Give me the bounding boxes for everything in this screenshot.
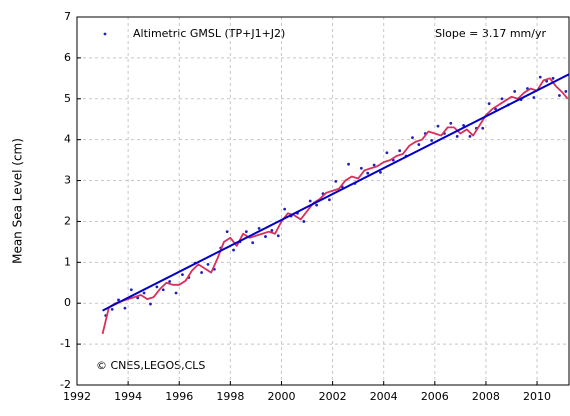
y-tick-label: 1 — [64, 255, 71, 268]
data-point — [225, 230, 229, 234]
data-point — [430, 139, 434, 142]
copyright: © CNES,LEGOS,CLS — [96, 359, 205, 372]
data-point — [302, 220, 306, 223]
data-point — [270, 229, 274, 232]
data-point — [174, 291, 178, 295]
data-point — [276, 234, 280, 238]
data-point — [181, 273, 184, 276]
data-point — [417, 143, 421, 146]
data-point — [487, 102, 491, 106]
data-point — [308, 199, 312, 203]
data-point — [532, 96, 536, 99]
data-point — [462, 123, 465, 127]
data-point — [449, 121, 453, 125]
data-point — [155, 285, 159, 289]
legend-marker — [103, 32, 107, 36]
data-point — [379, 170, 382, 174]
y-tick-label: 4 — [64, 133, 71, 146]
y-tick-label: 6 — [64, 51, 71, 64]
data-point — [366, 171, 370, 175]
legend-label: Altimetric GMSL (TP+J1+J2) — [133, 27, 285, 40]
data-point — [200, 271, 203, 274]
data-point — [129, 288, 133, 292]
data-point — [500, 97, 504, 101]
x-tick-label: 2002 — [319, 390, 347, 403]
data-point — [149, 302, 152, 306]
data-point — [264, 235, 267, 238]
data-point — [283, 207, 287, 211]
x-tick-label: 2000 — [267, 390, 295, 403]
data-point — [513, 90, 517, 93]
data-point — [168, 280, 172, 283]
y-tick-label: 3 — [64, 174, 71, 187]
data-point — [232, 248, 235, 252]
x-tick-label: 2008 — [472, 390, 500, 403]
data-point — [117, 298, 120, 302]
data-point — [327, 198, 331, 202]
data-point — [206, 262, 210, 266]
y-tick-label: -1 — [60, 337, 71, 350]
data-point — [436, 124, 440, 128]
data-point — [123, 306, 127, 310]
line — [102, 73, 569, 312]
y-tick-label: 7 — [64, 10, 71, 23]
data-point — [257, 226, 261, 230]
data-point — [244, 230, 248, 234]
data-point — [110, 307, 114, 311]
data-point — [359, 166, 363, 170]
y-axis-label: Mean Sea Level (cm) — [11, 138, 25, 264]
x-tick-label: 1998 — [216, 390, 244, 403]
data-point — [468, 134, 472, 138]
data-point — [347, 162, 350, 166]
y-tick-label: -2 — [60, 378, 71, 391]
x-tick-label: 1996 — [165, 390, 193, 403]
data-point — [334, 179, 338, 183]
y-tick-label: 2 — [64, 214, 71, 227]
data-point — [398, 149, 402, 153]
slope-annotation: Slope = 3.17 mm/yr — [435, 27, 546, 40]
x-tick-label: 1992 — [63, 390, 91, 403]
data-point — [161, 288, 165, 292]
line — [101, 77, 569, 335]
data-point — [455, 134, 459, 138]
data-point — [385, 151, 389, 155]
x-tick-label: 2010 — [523, 390, 551, 403]
data-point — [251, 241, 255, 245]
data-point — [564, 90, 568, 93]
x-tick-label: 2006 — [421, 390, 449, 403]
y-tick-label: 5 — [64, 92, 71, 105]
data-point — [558, 94, 561, 97]
data-point — [551, 76, 555, 80]
data-point — [372, 163, 376, 167]
x-tick-label: 2004 — [370, 390, 398, 403]
data-point — [411, 136, 414, 140]
y-tick-label: 0 — [64, 296, 71, 309]
plot-area — [101, 73, 569, 335]
data-point — [315, 203, 319, 207]
x-tick-label: 1994 — [114, 390, 142, 403]
data-point — [538, 75, 542, 79]
data-point — [481, 126, 485, 130]
plot-frame — [76, 16, 570, 386]
data-point — [142, 291, 146, 295]
